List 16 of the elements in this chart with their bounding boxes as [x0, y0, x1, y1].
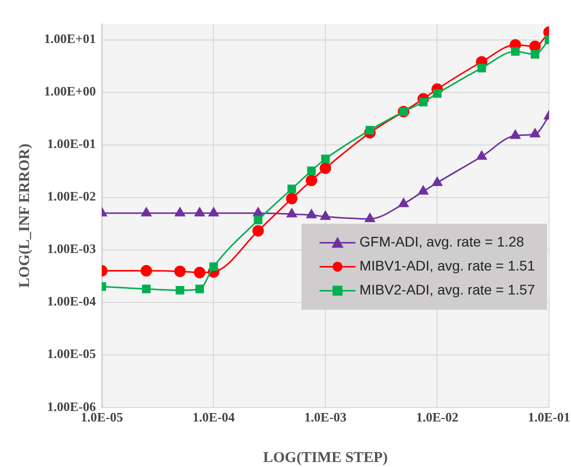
y-tick-label: 1.00E+00	[44, 84, 96, 99]
x-tick-label: 1.0E-04	[192, 410, 236, 425]
legend-label: GFM-ADI, avg. rate = 1.28	[360, 234, 524, 250]
x-tick-label: 1.0E-01	[528, 410, 570, 425]
y-tick-label: 1.00E+01	[44, 31, 96, 46]
x-axis-title: LOG(TIME STEP)	[263, 450, 388, 466]
y-tick-label: 1.00E-02	[47, 188, 96, 204]
x-tick-label: 1.0E-02	[416, 410, 458, 425]
y-tick-label: 1.00E-01	[47, 136, 96, 152]
y-tick-label: 1.00E-03	[47, 241, 96, 256]
legend-label: MIBV1-ADI, avg. rate = 1.51	[360, 258, 536, 274]
x-tick-label: 1.0E-03	[304, 410, 348, 425]
y-axis-title: LOG(L_INF ERROR)	[16, 144, 33, 288]
legend-label: MIBV2-ADI, avg. rate = 1.57	[360, 282, 536, 298]
y-tick-label: 1.00E-04	[47, 294, 96, 309]
y-tick-label: 1.00E-05	[47, 346, 96, 362]
